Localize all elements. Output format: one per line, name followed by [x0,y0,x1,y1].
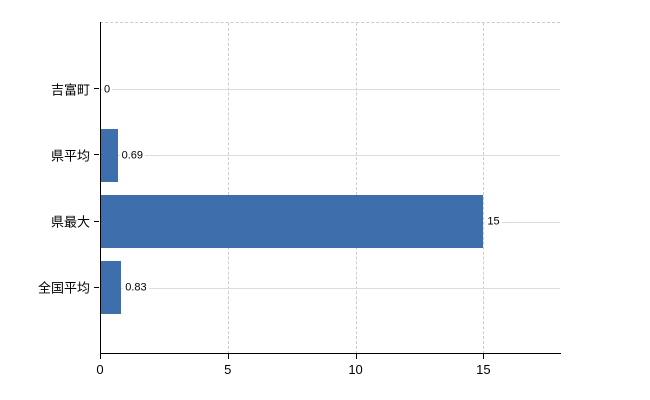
x-tick-label: 5 [224,362,232,377]
row-gridline [100,89,560,91]
category-label: 県最大 [50,214,90,230]
data-bar [100,195,484,249]
y-axis [100,22,101,353]
x-tick-label: 15 [476,362,491,377]
x-tick-label: 0 [96,362,104,377]
category-label: 吉富町 [50,82,90,98]
y-axis-tick [94,88,99,90]
row-gridline [100,155,560,157]
bar-value-label: 0.83 [123,281,149,295]
x-axis-tick [100,354,101,359]
x-tick-label: 10 [348,362,363,377]
bar-value-label: 15 [485,215,502,229]
vertical-gridline [227,23,229,354]
y-axis-tick [94,154,99,156]
row-gridline [100,287,560,289]
y-axis-tick [94,286,99,288]
data-bar [100,128,118,182]
vertical-gridline [483,23,485,354]
category-label: 全国平均 [37,280,90,296]
vertical-gridline [355,23,357,354]
y-axis-tick [94,220,99,222]
bar-value-label: 0 [102,83,113,97]
x-axis-tick [355,354,357,359]
x-axis-tick [227,354,229,359]
x-axis-tick [483,354,485,359]
bar-value-label: 0.69 [119,149,146,163]
data-bar [100,261,122,315]
plot-area: 0 0.69 15 0.83 [100,22,560,354]
x-axis [100,353,561,354]
category-label: 県平均 [50,148,90,164]
